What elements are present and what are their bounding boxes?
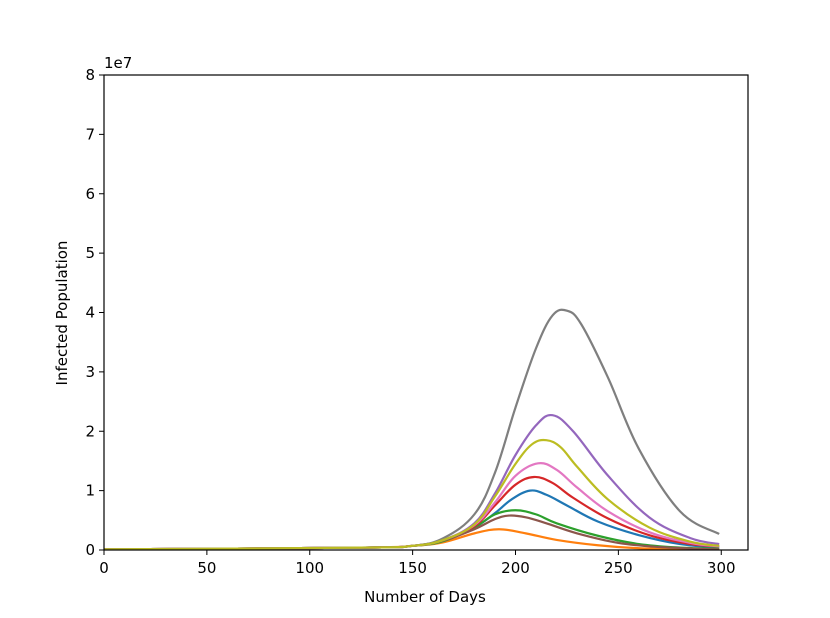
y-tick-label: 2 <box>85 422 95 440</box>
plot-lines <box>103 308 720 551</box>
x-tick-label: 200 <box>501 559 530 577</box>
x-axis-label: Number of Days <box>364 588 486 606</box>
y-axis-ticks: 0 1 2 3 4 5 6 7 8 <box>85 66 104 559</box>
y-tick-label: 6 <box>85 185 95 203</box>
x-tick-label: 50 <box>197 559 216 577</box>
x-tick-label: 150 <box>398 559 427 577</box>
y-tick-label: 4 <box>85 304 95 322</box>
y-tick-label: 3 <box>85 363 95 381</box>
series-line-1 <box>103 489 720 551</box>
y-axis-label: Infected Population <box>53 241 71 386</box>
y-tick-label: 1 <box>85 482 95 500</box>
x-tick-label: 0 <box>99 559 109 577</box>
y-tick-label: 8 <box>85 66 95 84</box>
x-tick-label: 250 <box>604 559 633 577</box>
series-line-5 <box>103 413 720 551</box>
x-axis-ticks: 0 50 100 150 200 250 300 <box>99 550 736 577</box>
series-line-7 <box>103 462 720 551</box>
y-tick-label: 0 <box>85 541 95 559</box>
x-tick-label: 300 <box>707 559 736 577</box>
plot-frame <box>103 74 749 551</box>
y-axis-offset-label: 1e7 <box>104 54 132 72</box>
series-line-9 <box>103 438 720 551</box>
y-tick-label: 7 <box>85 125 95 143</box>
y-tick-label: 5 <box>85 244 95 262</box>
x-tick-label: 100 <box>295 559 324 577</box>
